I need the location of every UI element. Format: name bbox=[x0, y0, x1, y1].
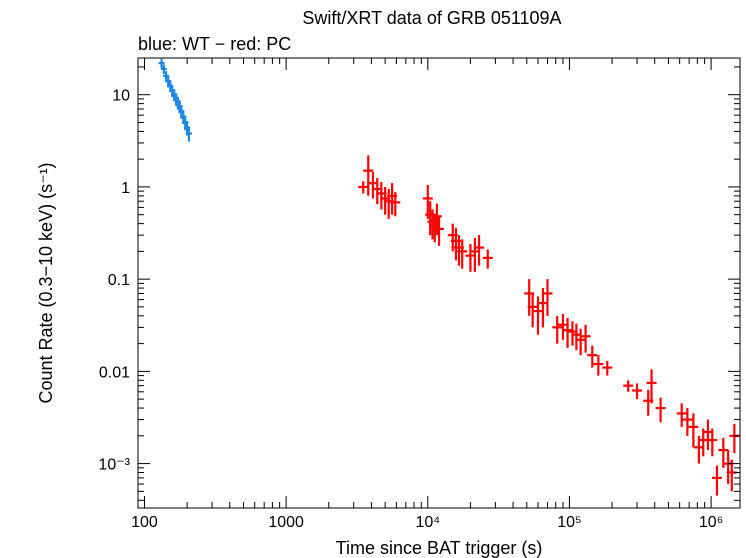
data-point bbox=[457, 239, 468, 269]
data-point bbox=[537, 288, 548, 328]
x-tick-label: 10⁵ bbox=[557, 514, 581, 531]
data-point bbox=[646, 369, 657, 404]
y-tick-label: 10⁻³ bbox=[98, 457, 130, 474]
x-tick-label: 1000 bbox=[268, 514, 304, 531]
data-point bbox=[698, 428, 709, 457]
data-point bbox=[434, 217, 444, 246]
data-point bbox=[580, 324, 591, 353]
y-tick-label: 10 bbox=[112, 88, 130, 105]
data-point bbox=[707, 428, 718, 457]
x-tick-label: 100 bbox=[131, 514, 158, 531]
data-point bbox=[632, 383, 643, 400]
x-tick-label: 10⁴ bbox=[415, 514, 440, 531]
data-point bbox=[623, 380, 634, 392]
chart-subtitle: blue: WT − red: PC bbox=[138, 34, 291, 54]
chart-title: Swift/XRT data of GRB 051109A bbox=[302, 8, 561, 28]
data-point bbox=[390, 192, 401, 217]
data-point bbox=[158, 58, 165, 68]
data-point bbox=[557, 313, 568, 340]
data-point bbox=[602, 360, 613, 376]
data-point bbox=[482, 249, 493, 269]
data-point bbox=[160, 64, 167, 74]
data-layer bbox=[158, 58, 740, 496]
data-point bbox=[562, 317, 573, 348]
y-axis-label: Count Rate (0.3−10 keV) (s⁻¹) bbox=[36, 162, 56, 403]
x-tick-label: 10⁶ bbox=[699, 514, 723, 531]
data-point bbox=[465, 244, 476, 272]
data-point bbox=[527, 293, 538, 328]
y-tick-label: 1 bbox=[121, 180, 130, 197]
data-point bbox=[575, 328, 586, 356]
axis-layer: 100 1000 10⁴ 10⁵ 10⁶ 10 1 0.1 0.01 10⁻³ bbox=[98, 58, 740, 531]
series-wt bbox=[158, 58, 192, 142]
data-point bbox=[711, 465, 722, 496]
data-point bbox=[552, 315, 563, 344]
data-point bbox=[185, 126, 192, 142]
data-point bbox=[587, 345, 598, 368]
data-point bbox=[682, 408, 693, 436]
data-point bbox=[542, 279, 553, 316]
x-axis-label: Time since BAT trigger (s) bbox=[336, 538, 543, 558]
data-point bbox=[676, 403, 687, 427]
plot-frame bbox=[137, 57, 741, 509]
data-point bbox=[474, 235, 485, 266]
y-tick-label: 0.01 bbox=[99, 364, 130, 381]
data-point bbox=[358, 181, 369, 194]
data-point bbox=[655, 397, 666, 423]
data-point bbox=[363, 155, 374, 196]
data-point bbox=[593, 355, 604, 376]
data-point bbox=[729, 423, 740, 454]
data-point bbox=[688, 413, 699, 448]
y-tick-label: 0.1 bbox=[108, 272, 130, 289]
data-point bbox=[422, 184, 433, 219]
series-pc bbox=[358, 155, 740, 496]
